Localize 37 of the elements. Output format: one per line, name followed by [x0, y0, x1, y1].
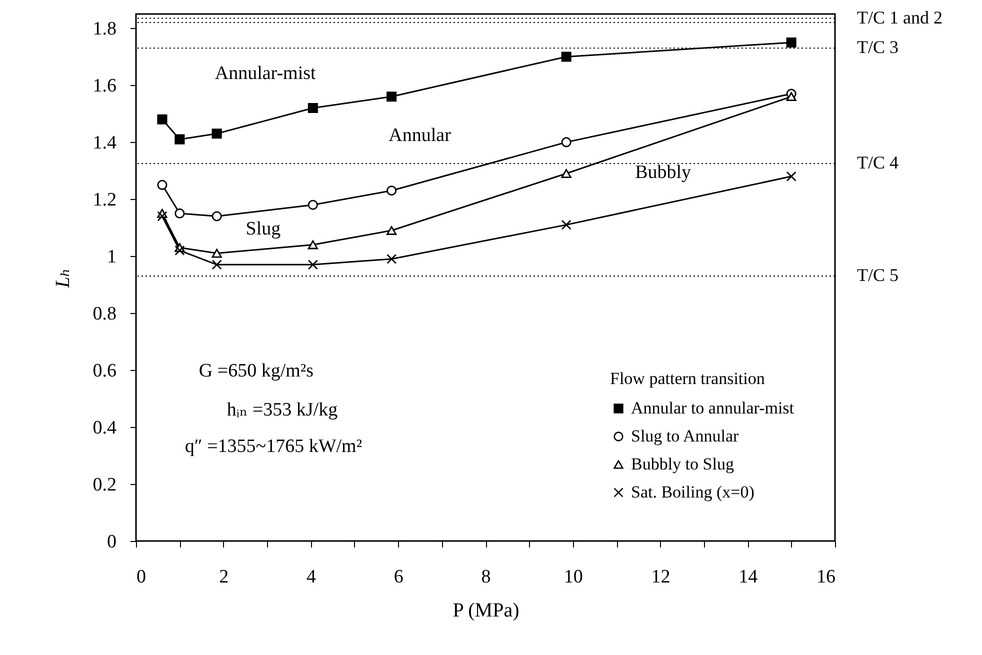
annotation: q″ =1355~1765 kW/m² — [184, 436, 362, 458]
ref-line-label: T/C 1 and 2 — [857, 7, 942, 28]
y-tick-label: 1.4 — [92, 132, 117, 154]
x-tick-label: 2 — [219, 566, 229, 588]
y-tick-label: 0.4 — [92, 418, 117, 439]
ref-line-label: T/C 4 — [857, 152, 899, 173]
y-tick-label: 0 — [107, 532, 116, 552]
annotation: Annular — [388, 125, 452, 146]
x-axis-title: P (MPa) — [452, 600, 520, 622]
legend-label: Slug to Annular — [631, 426, 740, 446]
annotation: Bubbly — [635, 162, 692, 184]
y-tick-label: 1.2 — [92, 190, 116, 211]
x-tick-label: 10 — [564, 566, 583, 588]
legend-title: Flow pattern transition — [610, 369, 766, 388]
annotation: G =650 kg/m²s — [198, 360, 314, 382]
y-tick-label: 0.2 — [92, 474, 116, 496]
ref-line-label: T/C 3 — [857, 37, 899, 58]
y-tick-label: 1.6 — [92, 76, 116, 97]
x-tick-label: 6 — [394, 566, 404, 588]
legend-label: Sat. Boiling (x=0) — [631, 482, 754, 502]
annotation: Annular-mist — [214, 63, 317, 84]
annotation: Slug — [246, 218, 282, 240]
y-tick-label: 0.8 — [92, 304, 116, 325]
x-tick-label: 8 — [481, 566, 491, 588]
y-tick-label: 1 — [107, 246, 116, 268]
y-tick-label: 0.6 — [92, 360, 116, 382]
x-tick-label: 0 — [136, 566, 146, 588]
ref-line-label: T/C 5 — [857, 265, 899, 286]
x-tick-label: 12 — [651, 566, 670, 588]
x-tick-label: 16 — [816, 566, 836, 588]
annotation: hᵢₙ =353 kJ/kg — [226, 399, 338, 420]
legend-label: Annular to annular-mist — [631, 398, 794, 418]
y-axis-title: Lₕ — [52, 268, 74, 289]
x-tick-label: 14 — [738, 566, 758, 588]
legend-label: Bubbly to Slug — [631, 454, 734, 474]
y-tick-label: 1.8 — [92, 18, 116, 40]
x-tick-label: 4 — [306, 566, 316, 588]
